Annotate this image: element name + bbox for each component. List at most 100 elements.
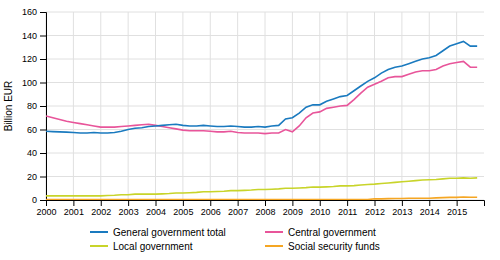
x-tick: 2009 bbox=[283, 200, 303, 217]
x-tick-label: 2004 bbox=[146, 207, 166, 217]
y-tick-mark bbox=[40, 130, 46, 131]
x-tick: 2006 bbox=[201, 200, 221, 217]
x-tick-label: 2006 bbox=[201, 207, 221, 217]
y-tick: 0 bbox=[32, 195, 46, 205]
x-tick-mark bbox=[183, 200, 184, 206]
grid-line-y bbox=[46, 82, 484, 83]
x-tick-label: 2001 bbox=[64, 207, 84, 217]
x-tick: 2005 bbox=[173, 200, 193, 217]
y-tick-mark bbox=[40, 200, 46, 201]
legend-item: Local government bbox=[90, 241, 193, 252]
series-line bbox=[46, 178, 477, 196]
grid-line-y bbox=[46, 129, 484, 130]
x-tick-mark bbox=[429, 200, 430, 206]
y-tick-mark bbox=[40, 12, 46, 13]
legend-item: Central government bbox=[265, 227, 376, 238]
legend-item: General government total bbox=[90, 227, 226, 238]
y-tick-mark bbox=[40, 177, 46, 178]
x-tick-label: 2013 bbox=[392, 207, 412, 217]
lines bbox=[46, 41, 477, 199]
legend-item: Social security funds bbox=[265, 241, 380, 252]
y-tick: 120 bbox=[22, 54, 46, 64]
grid bbox=[46, 12, 484, 200]
legend-swatch bbox=[90, 245, 108, 247]
y-tick-label: 20 bbox=[27, 172, 37, 182]
x-tick: 2001 bbox=[64, 200, 84, 217]
y-tick-label: 80 bbox=[27, 101, 37, 111]
x-tick-label: 2005 bbox=[173, 207, 193, 217]
x-tick-label: 2012 bbox=[365, 207, 385, 217]
y-tick: 140 bbox=[22, 31, 46, 41]
x-tick-label: 2009 bbox=[283, 207, 303, 217]
x-tick-mark bbox=[265, 200, 266, 206]
grid-line-y bbox=[46, 35, 484, 36]
series-line bbox=[46, 41, 477, 133]
x-tick-label: 2015 bbox=[447, 207, 467, 217]
grid-line-y bbox=[46, 153, 484, 154]
grid-line-y bbox=[46, 59, 484, 60]
x-tick-mark bbox=[73, 200, 74, 206]
legend-label: Local government bbox=[113, 241, 193, 252]
y-tick-mark bbox=[40, 153, 46, 154]
legend-label: General government total bbox=[113, 227, 226, 238]
x-tick-mark bbox=[292, 200, 293, 206]
y-tick-label: 0 bbox=[32, 195, 37, 205]
x-tick-label: 2007 bbox=[228, 207, 248, 217]
y-tick-label: 160 bbox=[22, 7, 37, 17]
x-tick-mark bbox=[402, 200, 403, 206]
x-tick-label: 2011 bbox=[338, 207, 357, 217]
grid-line-y bbox=[46, 12, 484, 13]
grid-line-y bbox=[46, 106, 484, 107]
x-tick: 2015 bbox=[447, 200, 467, 217]
x-tick: 2011 bbox=[338, 200, 357, 217]
y-tick: 40 bbox=[27, 148, 46, 158]
legend-label: Social security funds bbox=[288, 241, 380, 252]
series-line bbox=[46, 61, 477, 133]
y-tick: 20 bbox=[27, 172, 46, 182]
y-axis-line bbox=[40, 13, 47, 201]
y-tick-label: 120 bbox=[22, 54, 37, 64]
x-tick: 2014 bbox=[420, 200, 440, 217]
x-tick-mark bbox=[457, 200, 458, 206]
x-axis-line bbox=[47, 201, 485, 207]
y-tick: 60 bbox=[27, 125, 46, 135]
chart: 2000 2001 2002 2003 2004 2005 2006 2007 2008 2009… bbox=[0, 0, 500, 260]
y-axis: 0 20 40 60 80 100 120 140 160 bbox=[22, 7, 47, 205]
grid-line-y bbox=[46, 176, 484, 177]
x-tick-mark bbox=[347, 200, 348, 206]
x-tick: 2008 bbox=[255, 200, 275, 217]
x-tick-mark bbox=[375, 200, 376, 206]
y-tick: 80 bbox=[27, 101, 46, 111]
y-tick-label: 140 bbox=[22, 31, 37, 41]
x-tick-mark bbox=[101, 200, 102, 206]
y-tick-mark bbox=[40, 36, 46, 37]
x-tick-label: 2003 bbox=[119, 207, 139, 217]
x-tick-label: 2000 bbox=[36, 207, 56, 217]
x-tick: 2007 bbox=[228, 200, 248, 217]
x-tick-mark bbox=[156, 200, 157, 206]
x-tick-mark bbox=[238, 200, 239, 206]
y-tick-mark bbox=[40, 106, 46, 107]
series-line bbox=[46, 197, 477, 200]
y-tick-mark bbox=[40, 59, 46, 60]
legend-swatch bbox=[265, 245, 283, 247]
y-tick-label: 100 bbox=[22, 78, 37, 88]
x-tick: 2002 bbox=[91, 200, 111, 217]
x-tick-mark bbox=[320, 200, 321, 206]
x-tick-mark bbox=[210, 200, 211, 206]
y-tick-label: 40 bbox=[27, 148, 37, 158]
y-tick: 100 bbox=[22, 78, 46, 88]
x-axis: 2000 2001 2002 2003 2004 2005 2006 2007 2008 2009… bbox=[36, 200, 484, 217]
x-tick: 2010 bbox=[310, 200, 330, 217]
y-tick: 160 bbox=[22, 7, 46, 17]
legend-swatch bbox=[90, 231, 108, 233]
y-axis-title: Billion EUR bbox=[3, 81, 14, 132]
x-tick-label: 2002 bbox=[91, 207, 111, 217]
y-tick-label: 60 bbox=[27, 125, 37, 135]
legend: General government total Central governme… bbox=[90, 227, 380, 252]
legend-label: Central government bbox=[288, 227, 376, 238]
y-tick-mark bbox=[40, 83, 46, 84]
x-tick-label: 2008 bbox=[255, 207, 275, 217]
legend-swatch bbox=[265, 231, 283, 233]
x-tick: 2000 bbox=[36, 200, 56, 217]
